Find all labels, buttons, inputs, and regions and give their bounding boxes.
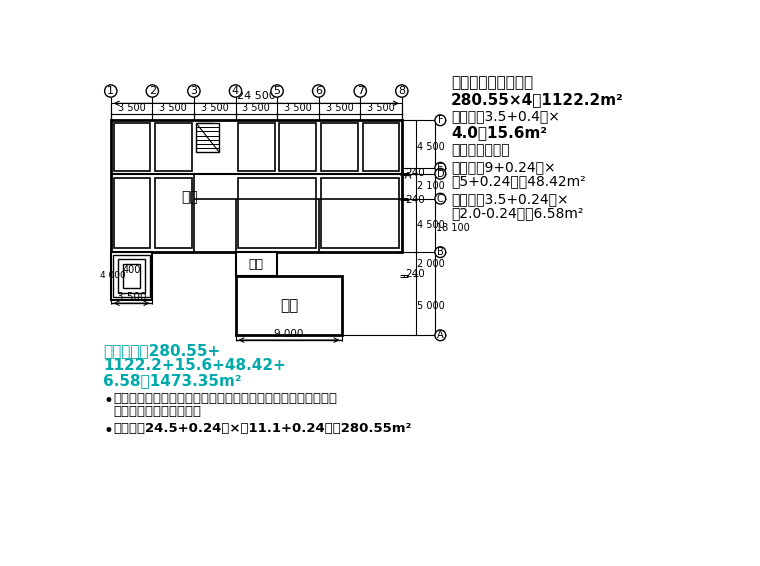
Text: 3 500: 3 500 xyxy=(325,102,353,113)
Text: 2: 2 xyxy=(149,86,156,96)
Text: 底层＝（24.5+0.24）×（11.1+0.24）＝280.55m²: 底层＝（24.5+0.24）×（11.1+0.24）＝280.55m² xyxy=(113,422,411,435)
Text: 通廊: 通廊 xyxy=(249,258,264,271)
Text: 2 100: 2 100 xyxy=(417,181,445,191)
Circle shape xyxy=(396,85,408,97)
Text: D: D xyxy=(436,169,444,179)
Text: A: A xyxy=(437,331,444,340)
Text: 280.55×4＝1122.2m²: 280.55×4＝1122.2m² xyxy=(451,93,624,108)
Bar xyxy=(321,123,358,171)
Text: （2.0-0.24）＝6.58m²: （2.0-0.24）＝6.58m² xyxy=(451,207,584,221)
Circle shape xyxy=(435,162,445,173)
Text: 通廊＝（3.5+0.24）×: 通廊＝（3.5+0.24）× xyxy=(451,192,568,207)
Bar xyxy=(118,259,145,293)
Text: 8: 8 xyxy=(398,86,405,96)
Bar xyxy=(155,123,192,171)
Bar xyxy=(238,178,316,248)
Text: 5: 5 xyxy=(274,86,280,96)
Text: 附楼＝（9+0.24）×: 附楼＝（9+0.24）× xyxy=(451,160,556,174)
Text: 筑面积。框架结构部分：: 筑面积。框架结构部分： xyxy=(113,405,201,418)
Text: 9 000: 9 000 xyxy=(274,329,304,339)
Text: 3 500: 3 500 xyxy=(201,102,229,113)
Text: 240: 240 xyxy=(406,195,426,205)
Text: 建面合计＝280.55+: 建面合计＝280.55+ xyxy=(103,344,220,359)
Text: B: B xyxy=(437,247,444,257)
Bar xyxy=(114,123,150,171)
Bar xyxy=(236,252,277,276)
Bar xyxy=(196,123,219,152)
Text: 3 500: 3 500 xyxy=(118,102,145,113)
Circle shape xyxy=(435,247,445,258)
Text: 3 500: 3 500 xyxy=(160,102,187,113)
Text: 4: 4 xyxy=(232,86,239,96)
Circle shape xyxy=(230,85,242,97)
Bar xyxy=(363,123,400,171)
Text: 3 500: 3 500 xyxy=(242,102,270,113)
Text: 3: 3 xyxy=(191,86,198,96)
Text: 3 500: 3 500 xyxy=(367,102,395,113)
Bar xyxy=(111,121,402,252)
Text: 4 500: 4 500 xyxy=(417,220,445,230)
Text: 4.0＝15.6m²: 4.0＝15.6m² xyxy=(451,125,547,140)
Text: 240: 240 xyxy=(406,168,426,178)
Text: 240: 240 xyxy=(406,268,426,278)
Bar xyxy=(238,123,274,171)
Circle shape xyxy=(435,115,445,126)
Bar xyxy=(321,178,400,248)
Bar xyxy=(197,123,214,147)
Text: C: C xyxy=(437,194,444,204)
Text: 5 000: 5 000 xyxy=(417,301,445,311)
Circle shape xyxy=(435,168,445,179)
Text: 24 500: 24 500 xyxy=(237,91,276,101)
Text: 二～五层建筑面积＝: 二～五层建筑面积＝ xyxy=(451,76,534,91)
Text: 附楼: 附楼 xyxy=(280,298,298,313)
Text: 6: 6 xyxy=(315,86,322,96)
Bar xyxy=(111,252,152,299)
Text: 2 000: 2 000 xyxy=(417,259,445,269)
Text: 1122.2+15.6+48.42+: 1122.2+15.6+48.42+ xyxy=(103,358,286,373)
Text: 雨蓬＝（3.5+0.4）×: 雨蓬＝（3.5+0.4）× xyxy=(451,109,560,123)
Text: 3 500: 3 500 xyxy=(117,292,146,302)
Text: 18 100: 18 100 xyxy=(436,223,470,233)
Bar xyxy=(113,255,150,297)
Text: 砖混结构部分：: 砖混结构部分： xyxy=(451,143,510,157)
Text: 3 500: 3 500 xyxy=(284,102,312,113)
Text: 解：因为主楼为框架结构、附楼为砖混结构，所以应分别计算建: 解：因为主楼为框架结构、附楼为砖混结构，所以应分别计算建 xyxy=(113,392,337,405)
Text: 1: 1 xyxy=(107,86,114,96)
Circle shape xyxy=(435,194,445,204)
Text: 6.58＝1473.35m²: 6.58＝1473.35m² xyxy=(103,373,242,388)
Text: 主楼: 主楼 xyxy=(181,191,198,204)
Text: •: • xyxy=(103,422,113,440)
Bar xyxy=(236,276,343,335)
Circle shape xyxy=(188,85,200,97)
Text: （5+0.24）＝48.42m²: （5+0.24）＝48.42m² xyxy=(451,174,586,188)
Text: E: E xyxy=(437,163,443,173)
Circle shape xyxy=(271,85,283,97)
Bar xyxy=(280,123,316,171)
Circle shape xyxy=(354,85,366,97)
Bar xyxy=(122,264,141,288)
Text: •: • xyxy=(103,392,113,410)
Circle shape xyxy=(105,85,117,97)
Text: 4 500: 4 500 xyxy=(417,142,445,152)
Bar xyxy=(155,178,192,248)
Circle shape xyxy=(146,85,159,97)
Circle shape xyxy=(312,85,325,97)
Text: 4 000: 4 000 xyxy=(100,272,126,280)
Text: 400: 400 xyxy=(123,265,141,275)
Bar xyxy=(114,178,150,248)
Text: F: F xyxy=(438,115,443,125)
Text: 7: 7 xyxy=(356,86,364,96)
Circle shape xyxy=(435,330,445,341)
